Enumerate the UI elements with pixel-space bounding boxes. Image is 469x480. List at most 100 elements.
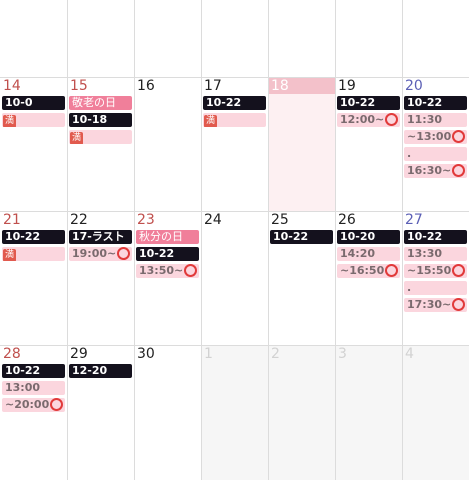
day-number: 26 — [338, 212, 356, 228]
hours-event[interactable]: 10-22 — [404, 230, 467, 244]
availability-event[interactable]: 17:30~ — [404, 298, 467, 312]
empty-day-cell — [335, 0, 402, 77]
empty-day-cell — [201, 0, 268, 77]
grid-divider — [0, 77, 469, 78]
day-cell[interactable]: 4 — [402, 345, 469, 480]
available-circle-icon — [184, 264, 198, 277]
event-label: 10-22 — [407, 96, 443, 109]
hours-event[interactable]: 12-20 — [69, 364, 132, 378]
day-cell[interactable]: 30 — [134, 345, 201, 480]
availability-event[interactable]: ~16:50 — [337, 264, 400, 278]
day-number: 2 — [271, 346, 280, 362]
hours-event[interactable]: 10-22 — [270, 230, 333, 244]
grid-divider — [201, 0, 202, 480]
full-booking-indicator[interactable]: 満 — [2, 113, 65, 127]
day-cell[interactable]: 24 — [201, 211, 268, 345]
event-label: . — [407, 147, 412, 160]
holiday-event[interactable]: 秋分の日 — [136, 230, 199, 244]
available-circle-icon — [385, 113, 399, 126]
hours-event[interactable]: 10-22 — [404, 96, 467, 110]
available-circle-icon — [385, 264, 399, 277]
day-number: 18 — [271, 78, 289, 94]
availability-event[interactable]: 13:50~ — [136, 264, 199, 278]
day-cell[interactable]: 15 敬老の日 10-18 満 — [67, 77, 134, 211]
day-cell[interactable]: 20 10-22 11:30 ~13:00. 16:30~ — [402, 77, 469, 211]
day-number: 28 — [3, 346, 21, 362]
day-cell[interactable]: 16 — [134, 77, 201, 211]
day-number: 21 — [3, 212, 21, 228]
day-cell[interactable]: 14 10-0 満 — [0, 77, 67, 211]
day-cell[interactable]: 2 — [268, 345, 335, 480]
hours-event[interactable]: 10-20 — [337, 230, 400, 244]
available-circle-icon — [452, 130, 466, 143]
full-booking-indicator[interactable]: 満 — [69, 130, 132, 144]
hours-event[interactable]: 10-22 — [2, 230, 65, 244]
event-label: ~13:00 — [407, 130, 452, 143]
availability-event[interactable]: 13:00 — [2, 381, 65, 395]
event-label: . — [407, 281, 412, 294]
event-label: 13:00 — [5, 381, 41, 394]
day-number: 27 — [405, 212, 423, 228]
availability-event[interactable]: ~13:00 — [404, 130, 467, 144]
available-circle-icon — [452, 164, 466, 177]
empty-day-cell — [0, 0, 67, 77]
day-number: 25 — [271, 212, 289, 228]
full-badge-icon: 満 — [70, 132, 83, 144]
day-cell[interactable]: 27 10-22 13:30 ~15:50. 17:30~ — [402, 211, 469, 345]
hours-event[interactable]: 10-22 — [203, 96, 266, 110]
event-label: 10-22 — [273, 230, 309, 243]
event-label: 10-22 — [5, 364, 41, 377]
full-booking-indicator[interactable]: 満 — [203, 113, 266, 127]
event-label: ~15:50 — [407, 264, 452, 277]
availability-event[interactable]: 16:30~ — [404, 164, 467, 178]
hours-event[interactable]: 10-22 — [2, 364, 65, 378]
event-label: ~20:00 — [5, 398, 50, 411]
hours-event[interactable]: 10-22 — [136, 247, 199, 261]
availability-event[interactable]: 12:00~ — [337, 113, 400, 127]
day-cell[interactable]: 28 10-22 13:00 ~20:00 — [0, 345, 67, 480]
day-number: 16 — [137, 78, 155, 94]
holiday-event[interactable]: 敬老の日 — [69, 96, 132, 110]
day-cell[interactable]: 19 10-22 12:00~ — [335, 77, 402, 211]
day-cell[interactable]: 26 10-20 14:20 ~16:50 — [335, 211, 402, 345]
availability-event[interactable]: . — [404, 281, 467, 295]
available-circle-icon — [117, 247, 131, 260]
event-label: 敬老の日 — [72, 96, 116, 109]
availability-event[interactable]: 14:20 — [337, 247, 400, 261]
day-cell[interactable]: 21 10-22 満 — [0, 211, 67, 345]
hours-event[interactable]: 10-18 — [69, 113, 132, 127]
day-number: 24 — [204, 212, 222, 228]
day-cell[interactable]: 29 12-20 — [67, 345, 134, 480]
available-circle-icon — [50, 398, 64, 411]
day-cell[interactable]: 1 — [201, 345, 268, 480]
empty-day-cell — [67, 0, 134, 77]
empty-day-cell — [402, 0, 469, 77]
hours-event[interactable]: 10-22 — [337, 96, 400, 110]
empty-day-cell — [134, 0, 201, 77]
availability-event[interactable]: 19:00~ — [69, 247, 132, 261]
day-cell[interactable]: 17 10-22 満 — [201, 77, 268, 211]
day-cell[interactable]: 22 17-ラスト 19:00~ — [67, 211, 134, 345]
day-number: 17 — [204, 78, 222, 94]
availability-event[interactable]: 13:30 — [404, 247, 467, 261]
availability-event[interactable]: . — [404, 147, 467, 161]
today-highlight — [268, 77, 335, 94]
full-badge-icon: 満 — [3, 115, 16, 127]
day-cell[interactable]: 23 秋分の日 10-22 13:50~ — [134, 211, 201, 345]
day-number: 20 — [405, 78, 423, 94]
event-label: 10-22 — [139, 247, 175, 260]
availability-event[interactable]: ~15:50 — [404, 264, 467, 278]
hours-event[interactable]: 10-0 — [2, 96, 65, 110]
event-label: 16:30~ — [407, 164, 452, 177]
event-label: 14:20 — [340, 247, 376, 260]
availability-event[interactable]: 11:30 — [404, 113, 467, 127]
day-cell[interactable]: 18 — [268, 77, 335, 211]
day-cell[interactable]: 3 — [335, 345, 402, 480]
day-cell[interactable]: 25 10-22 — [268, 211, 335, 345]
full-booking-indicator[interactable]: 満 — [2, 247, 65, 261]
event-label: 12:00~ — [340, 113, 385, 126]
event-label: 11:30 — [407, 113, 443, 126]
event-label: 10-20 — [340, 230, 376, 243]
hours-event[interactable]: 17-ラスト — [69, 230, 132, 244]
availability-event[interactable]: ~20:00 — [2, 398, 65, 412]
